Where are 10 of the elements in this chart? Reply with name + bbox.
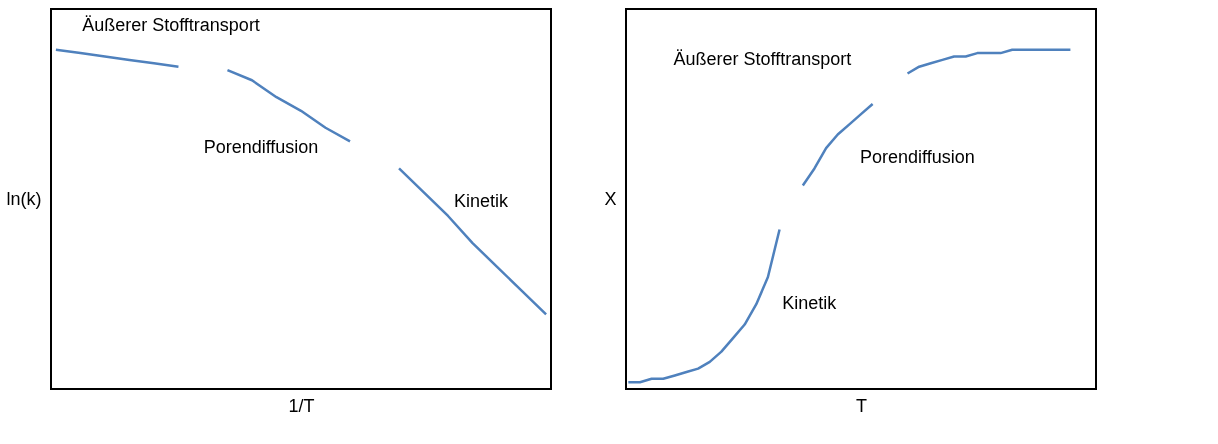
annotation: Porendiffusion [203, 137, 319, 158]
annotation: Porendiffusion [860, 147, 975, 168]
x-axis-title: 1/T [288, 395, 315, 416]
annotation: Kinetik [453, 191, 510, 212]
y-axis-title: X [604, 188, 617, 209]
text: Äußerer Stofftransport [82, 14, 260, 35]
annotation: Äußerer Stofftransport [673, 48, 852, 69]
x-axis-title: T [856, 395, 867, 416]
annotation: Kinetik [782, 293, 838, 314]
y-axis-title: ln(k) [6, 188, 42, 209]
